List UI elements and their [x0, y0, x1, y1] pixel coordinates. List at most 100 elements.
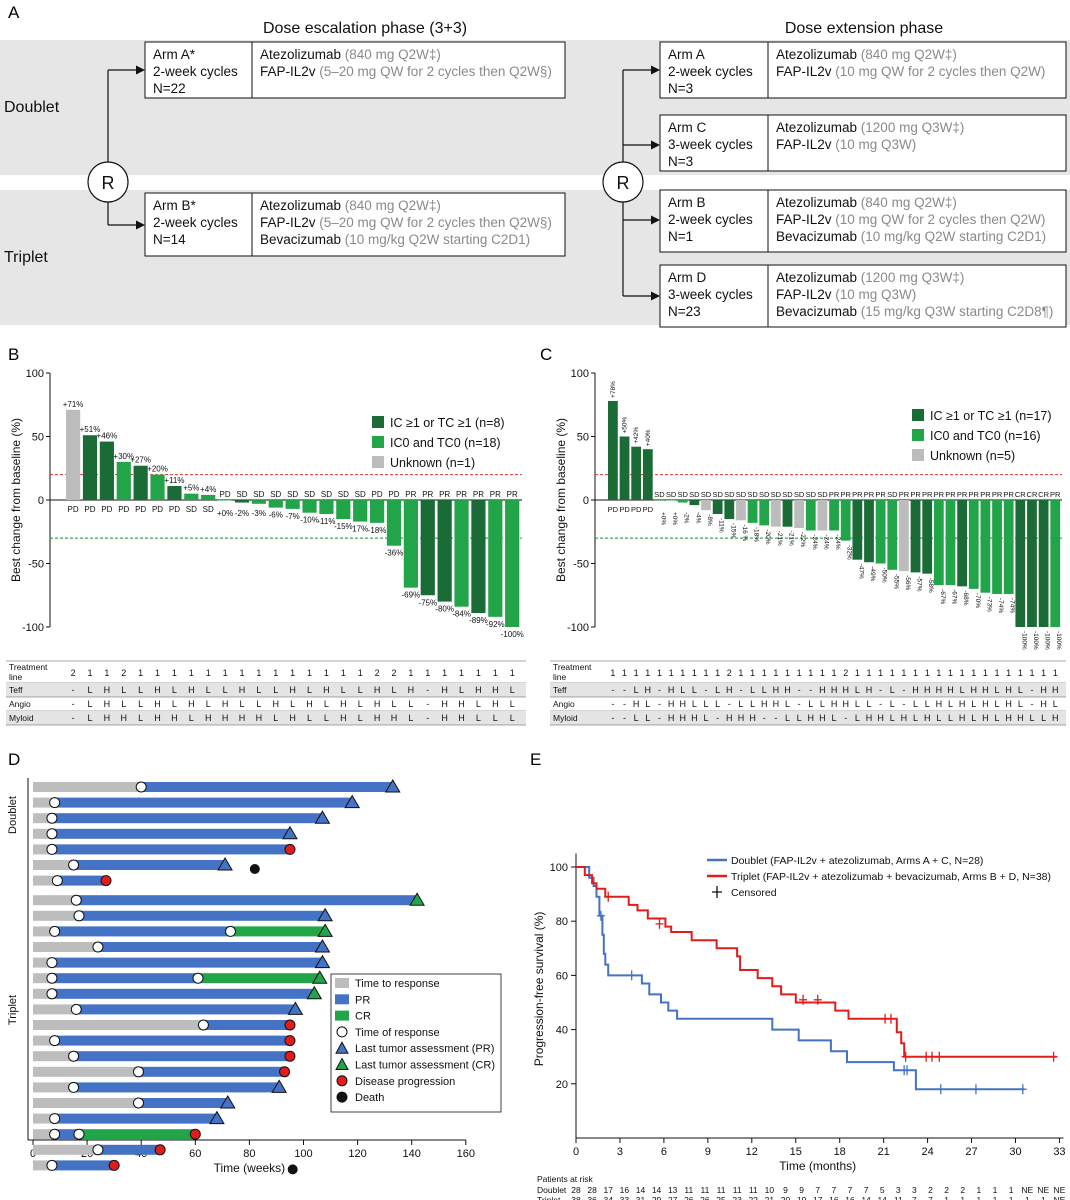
panel-c-table-cell: - [623, 685, 626, 695]
ext-arm-3-arm-line: Arm D [668, 270, 706, 285]
panel-e-x-label: Time (months) [779, 1159, 856, 1173]
panel-c-y-tick-label: -100 [567, 622, 589, 634]
panel-b-table-cell: H [104, 685, 111, 695]
panel-c-y-tick-label: 50 [577, 432, 589, 444]
panel-c-table-cell: 1 [785, 668, 790, 678]
panel-c-table-cell: H [959, 713, 966, 723]
disease-progression-marker [279, 1066, 291, 1078]
panel-b-table-cell: H [374, 713, 381, 723]
panel-c-response-label: PR [852, 490, 863, 499]
panel-b-bar [319, 500, 334, 514]
panel-c-value-label: -73% [985, 597, 992, 612]
panel-b-bar [302, 500, 317, 513]
panel-c-table-cell: 2 [843, 668, 848, 678]
panel-c-table-cell: H [668, 699, 675, 709]
panel-c-bar [887, 500, 898, 570]
swimmer-bar-cr [198, 973, 320, 984]
panel-b-table-cell: 1 [138, 668, 143, 678]
risk-table-cell: 11 [749, 1185, 758, 1195]
time-of-response-marker [49, 1128, 61, 1140]
panel-b-table-band [6, 683, 526, 697]
panel-b-table-cell: L [510, 685, 515, 695]
panel-c-table-cell: - [739, 685, 742, 695]
ext-arm-3-drug-line: Bevacizumab (15 mg/kg Q3W starting C2D8¶… [776, 304, 1053, 319]
ext-arm-1-arm-line: N=3 [668, 154, 693, 169]
panel-b-bar [184, 493, 199, 500]
panel-b-response-label: SD [253, 490, 264, 499]
panel-c-table-cell: - [1030, 699, 1033, 709]
ext-arm-2-box [659, 189, 1067, 253]
panel-d-legend-label: CR [355, 1011, 371, 1023]
panel-b-table-cell: L [138, 713, 143, 723]
panel-c-table-cell: - [658, 699, 661, 709]
panel-c-bar [899, 500, 909, 572]
panel-b-response-label: PD [372, 490, 383, 499]
swimmer-bar-time-to-response [33, 957, 52, 968]
panel-c-table-cell: 1 [936, 668, 941, 678]
panel-b-table-cell: L [476, 699, 481, 709]
swimmer-bar-time-to-response [33, 1129, 55, 1140]
censor-mark [901, 1051, 910, 1062]
panel-b-table-cell: 1 [172, 668, 177, 678]
esc-arm-b-box [144, 192, 566, 257]
panel-b-response-label: PR [456, 490, 467, 499]
panel-c-table-cell: 1 [808, 668, 813, 678]
panel-c-bar [1003, 500, 1014, 594]
panel-c-table-cell: - [902, 699, 905, 709]
disease-progression-marker [284, 1019, 296, 1031]
panel-c-value-label: +40% [645, 429, 652, 446]
panel-c-bar [852, 500, 863, 560]
panel-e-x-tick-label: 0 [573, 1146, 579, 1158]
panel-c-response-label: PR [829, 490, 840, 499]
time-of-response-marker [46, 812, 58, 824]
swimmer-bar-pr [51, 844, 290, 855]
panel-d-x-tick-label: 100 [294, 1148, 312, 1160]
panel-b-table-cell: - [72, 713, 75, 723]
panel-c-table-cell: - [611, 713, 614, 723]
panel-b-table-cell: L [172, 699, 177, 709]
panel-b-value-label: +71% [63, 400, 84, 409]
drug-dose: (10 mg/kg Q2W starting C2D1) [857, 229, 1046, 244]
panel-c-response-label: PR [934, 490, 945, 499]
panel-c-table-cell: H [679, 699, 686, 709]
panel-c-response-label: SD [806, 490, 817, 499]
panel-c-table-band [550, 683, 1066, 697]
last-assessment-cr-marker [311, 970, 328, 984]
disease-progression-marker [284, 1050, 296, 1062]
panel-b-table-cell: L [324, 713, 329, 723]
panel-c-response-label: PR [864, 490, 875, 499]
panel-b-bar [488, 500, 503, 617]
panel-c-table-cell: - [611, 699, 614, 709]
panel-c-value-label: -67% [950, 589, 957, 604]
risk-table-cell: 1 [993, 1185, 998, 1195]
ext-arm-2-drug-line: FAP-IL2v (10 mg QW for 2 cycles then Q2W… [776, 212, 1045, 227]
risk-table-cell: 7 [815, 1185, 820, 1195]
panel-b-response-label: PR [490, 490, 501, 499]
swimmer-bar-time-to-response [33, 1035, 55, 1046]
panel-c-response-label: PD [631, 505, 642, 514]
panel-b-table-label: Angio [9, 699, 31, 709]
panel-b-table-cell: 1 [459, 668, 464, 678]
panel-c-table-cell: H [808, 713, 815, 723]
swimmer-bar-time-to-response [33, 860, 74, 870]
swimmer-bar-pr [73, 1082, 280, 1093]
panel-c-table-cell: H [831, 685, 838, 695]
panel-e-x-tick-label: 15 [790, 1146, 802, 1158]
panel-c-table-cell: L [715, 699, 720, 709]
panel-b-table-cell: L [391, 685, 396, 695]
panel-c-table-cell: 1 [878, 668, 883, 678]
risk-table-cell: 21 [765, 1195, 775, 1200]
panel-c-bar [689, 500, 700, 506]
panel-a-letter: A [8, 3, 20, 22]
esc-arm-b-drug-line: FAP-IL2v (5–20 mg QW for 2 cycles then Q… [260, 215, 552, 230]
panel-e-legend-censor [712, 886, 722, 898]
panel-b-table-cell: 1 [476, 668, 481, 678]
panel-e-x-tick-label: 21 [878, 1146, 890, 1158]
panel-b-table-cell: 1 [493, 668, 498, 678]
panel-c-table-cell: - [879, 685, 882, 695]
panel-c-table-cell: L [738, 699, 743, 709]
risk-table-cell: 20 [781, 1195, 791, 1200]
drug-name: Atezolizumab [776, 120, 857, 135]
panel-c-table-label: Myloid [553, 713, 578, 723]
